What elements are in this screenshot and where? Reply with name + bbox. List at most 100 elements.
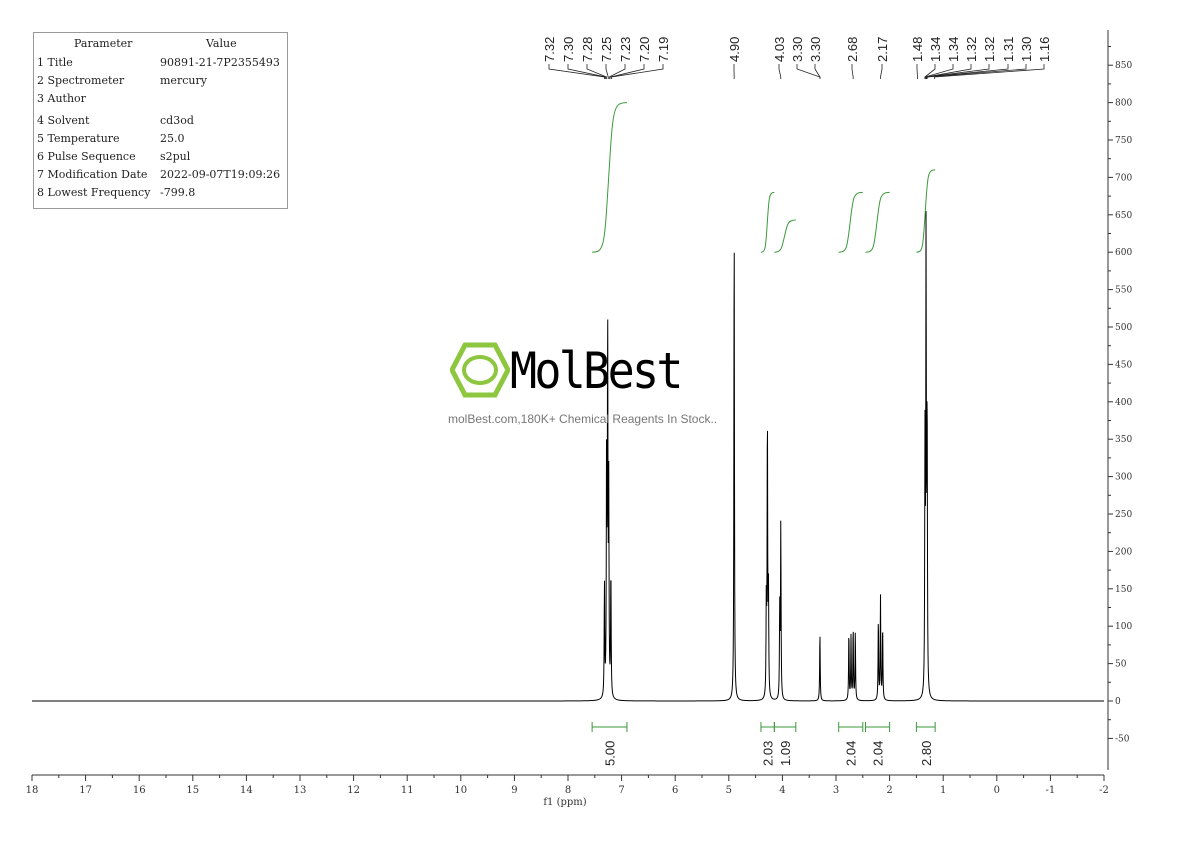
peak-label-leader [586, 64, 607, 79]
peak-label: 4.03 [772, 37, 787, 62]
y-tick-label: 500 [1115, 323, 1132, 333]
integral-curve [916, 169, 936, 253]
watermark-tagline: molBest.com,180K+ Chemical Reagents In S… [448, 412, 718, 426]
y-tick-label: 650 [1115, 211, 1132, 221]
parameter-table: Parameter Value 1 Title 90891-21-7P235549… [33, 32, 288, 209]
integral-curve [865, 191, 890, 253]
peak-label: 7.32 [542, 37, 557, 62]
peak-label-leader [814, 64, 821, 79]
peak-label: 2.17 [875, 37, 890, 62]
x-tick-label: 4 [779, 785, 785, 796]
y-tick-label: 750 [1115, 136, 1132, 146]
parameter-name: 5 Temperature [37, 132, 120, 145]
x-tick-label: 15 [186, 785, 199, 796]
peak-label: 1.30 [1019, 37, 1034, 62]
parameter-value: s2pul [160, 150, 191, 163]
x-tick-label: 17 [79, 785, 92, 796]
parameter-name: 7 Modification Date [37, 168, 148, 181]
peak-label: 1.32 [964, 37, 979, 62]
integral-value: 2.04 [844, 741, 859, 766]
peak-label: 1.16 [1037, 37, 1052, 62]
parameter-value: 90891-21-7P2355493 [160, 56, 280, 69]
integral-curve [760, 191, 775, 253]
x-tick-label: 9 [511, 785, 517, 796]
peak-label: 7.20 [637, 37, 652, 62]
x-tick-label: 7 [618, 785, 624, 796]
peak-label-leader [610, 64, 645, 79]
peak-label-leader [851, 64, 854, 79]
y-tick-label: 0 [1115, 697, 1121, 707]
x-tick-label: -2 [1099, 785, 1109, 796]
parameter-name: 1 Title [37, 56, 73, 69]
parameter-value: mercury [160, 74, 207, 87]
y-tick-label: 200 [1115, 547, 1132, 557]
molbest-logo-icon [450, 342, 510, 398]
parameter-value: -799.8 [160, 186, 196, 199]
x-tick-label: 8 [565, 785, 571, 796]
x-axis-label: f1 (ppm) [543, 797, 586, 808]
peak-label: 1.34 [946, 37, 961, 62]
y-tick-label: -50 [1115, 734, 1130, 744]
parameter-name: 3 Author [37, 92, 86, 105]
peak-label-leader [608, 64, 626, 79]
y-tick-label: 700 [1115, 173, 1132, 183]
x-tick-label: 3 [833, 785, 839, 796]
x-tick-label: 12 [347, 785, 360, 796]
x-tick-label: 11 [401, 785, 414, 796]
peak-label: 1.32 [982, 37, 997, 62]
peak-label-leader [924, 64, 954, 79]
y-tick-label: 850 [1115, 61, 1132, 71]
parameter-name: 8 Lowest Frequency [37, 186, 151, 199]
x-tick-label: 14 [240, 785, 253, 796]
peak-label: 3.30 [790, 37, 805, 62]
y-tick-label: 300 [1115, 473, 1132, 483]
x-tick-label: 2 [886, 785, 892, 796]
peak-label: 1.34 [928, 37, 943, 62]
y-tick-label: 150 [1115, 585, 1132, 595]
integral-value: 5.00 [603, 741, 618, 766]
parameter-name: 4 Solvent [37, 114, 90, 127]
peak-label-leader [926, 64, 1009, 79]
peak-label-leader [567, 64, 606, 79]
peak-label: 7.30 [561, 37, 576, 62]
watermark-brand: MolBest [510, 342, 683, 400]
peak-label-leader [548, 64, 605, 79]
integral-value: 2.04 [871, 741, 886, 766]
spectrum-line [32, 211, 1104, 702]
y-tick-label: 250 [1115, 510, 1132, 520]
integral-curve [774, 219, 796, 253]
peak-label-leader [934, 64, 1045, 79]
parameter-name: 2 Spectrometer [37, 74, 125, 87]
integral-curve [592, 102, 627, 253]
x-tick-label: 0 [994, 785, 1000, 796]
value-header: Value [206, 37, 237, 50]
parameter-value: 25.0 [160, 132, 185, 145]
peak-label: 1.48 [910, 37, 925, 62]
peak-label: 7.23 [618, 37, 633, 62]
peak-label-leader [926, 64, 1027, 79]
peak-label-leader [778, 64, 782, 79]
x-tick-label: 18 [26, 785, 39, 796]
integral-curve [838, 191, 863, 253]
peak-label: 2.68 [845, 37, 860, 62]
y-tick-label: 400 [1115, 398, 1132, 408]
y-tick-label: 600 [1115, 248, 1132, 258]
peak-label: 7.19 [656, 37, 671, 62]
parameter-name: 6 Pulse Sequence [37, 150, 136, 163]
x-tick-label: 6 [672, 785, 678, 796]
x-tick-label: 16 [133, 785, 146, 796]
y-tick-label: 800 [1115, 99, 1132, 109]
x-tick-label: 5 [726, 785, 732, 796]
parameter-value: 2022-09-07T19:09:26 [160, 168, 281, 181]
peak-label-leader [880, 64, 883, 79]
y-tick-label: 350 [1115, 435, 1132, 445]
peak-label: 7.25 [599, 37, 614, 62]
x-tick-label: 1 [940, 785, 946, 796]
integral-value: 2.80 [919, 741, 934, 766]
y-tick-label: 50 [1115, 660, 1127, 670]
peak-label: 1.31 [1001, 37, 1016, 62]
peak-label-leader [611, 64, 664, 79]
y-tick-label: 100 [1115, 622, 1132, 632]
y-tick-label: 450 [1115, 360, 1132, 370]
